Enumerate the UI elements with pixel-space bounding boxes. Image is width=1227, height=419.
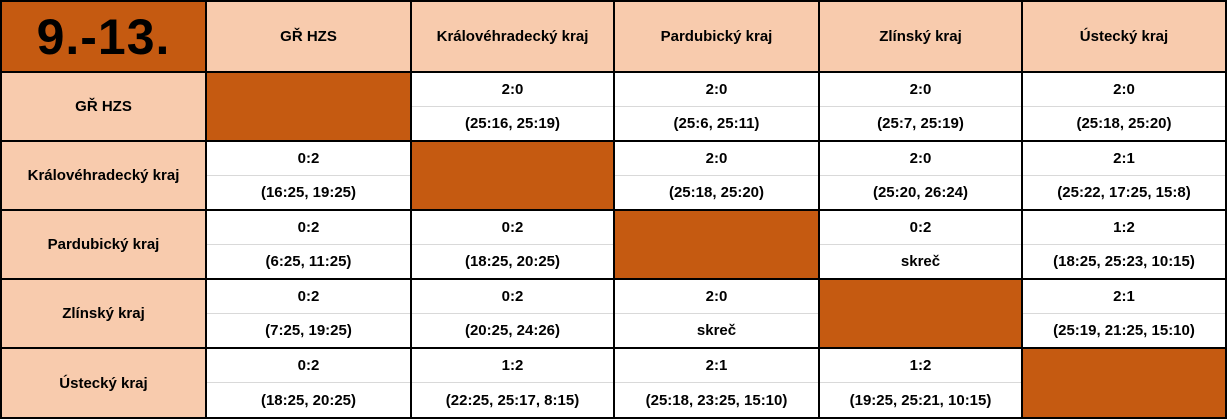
match-score: 2:1 — [615, 349, 818, 383]
set-scores: (18:25, 25:23, 10:15) — [1053, 252, 1195, 270]
result-cell — [615, 142, 820, 211]
result-cell — [1023, 142, 1227, 211]
set-scores: (25:7, 25:19) — [877, 114, 964, 132]
set-scores: (25:16, 25:19) — [464, 114, 561, 132]
set-scores: skreč — [696, 321, 737, 339]
set-scores: (25:20, 26:24) — [872, 183, 969, 201]
result-cell — [820, 142, 1023, 211]
set-scores: skreč — [900, 252, 941, 270]
match-score: 0:2 — [207, 280, 410, 314]
result-cell — [412, 211, 615, 280]
diagonal-cell — [820, 280, 1023, 349]
match-score: 0:2 — [412, 280, 613, 314]
match-score: 1:2 — [1023, 211, 1225, 245]
set-scores: (18:25, 20:25) — [464, 252, 561, 270]
set-scores: (22:25, 25:17, 8:15) — [445, 391, 580, 409]
match-score: 2:0 — [1023, 73, 1225, 107]
set-scores: (16:25, 19:25) — [260, 183, 357, 201]
match-score: 2:1 — [1023, 280, 1225, 314]
match-score: 0:2 — [207, 211, 410, 245]
result-cell — [820, 349, 1023, 419]
row-header: Pardubický kraj — [2, 211, 207, 280]
match-score: 1:2 — [412, 349, 613, 383]
match-score: 1:2 — [820, 349, 1021, 383]
diagonal-cell — [412, 142, 615, 211]
diagonal-cell — [207, 73, 412, 142]
match-score: 2:0 — [615, 280, 818, 314]
column-header: Ústecký kraj — [1023, 2, 1227, 73]
match-score: 2:0 — [412, 73, 613, 107]
corner-label: 9.-13. — [2, 2, 207, 73]
match-score: 2:0 — [820, 142, 1021, 176]
row-header: Královéhradecký kraj — [2, 142, 207, 211]
match-score: 0:2 — [207, 142, 410, 176]
row-header: GŘ HZS — [2, 73, 207, 142]
set-scores: (7:25, 19:25) — [265, 321, 352, 339]
result-cell — [412, 349, 615, 419]
set-scores: (25:22, 17:25, 15:8) — [1057, 183, 1191, 201]
set-scores: (20:25, 24:26) — [464, 321, 561, 339]
result-cell — [1023, 73, 1227, 142]
set-scores: (18:25, 20:25) — [260, 391, 357, 409]
set-scores: (25:18, 23:25, 15:10) — [645, 391, 788, 409]
match-score: 0:2 — [207, 349, 410, 383]
result-cell — [207, 211, 412, 280]
diagonal-cell — [615, 211, 820, 280]
match-score: 2:0 — [615, 73, 818, 107]
result-cell — [820, 211, 1023, 280]
match-score: 0:2 — [820, 211, 1021, 245]
set-scores: (25:6, 25:11) — [673, 114, 760, 132]
match-score: 0:2 — [412, 211, 613, 245]
set-scores: (25:18, 25:20) — [1076, 114, 1172, 132]
result-cell — [615, 73, 820, 142]
column-header: Zlínský kraj — [820, 2, 1023, 73]
result-cell — [820, 73, 1023, 142]
result-cell — [207, 349, 412, 419]
match-score: 2:0 — [615, 142, 818, 176]
row-header: Zlínský kraj — [2, 280, 207, 349]
result-cell — [412, 73, 615, 142]
column-header: Královéhradecký kraj — [412, 2, 615, 73]
result-cell — [615, 280, 820, 349]
result-cell — [1023, 280, 1227, 349]
row-header: Ústecký kraj — [2, 349, 207, 419]
result-cell — [615, 349, 820, 419]
column-header: GŘ HZS — [207, 2, 412, 73]
result-cell — [1023, 211, 1227, 280]
set-scores: (25:18, 25:20) — [668, 183, 765, 201]
result-cell — [207, 142, 412, 211]
set-scores: (19:25, 25:21, 10:15) — [849, 391, 992, 409]
result-cell — [207, 280, 412, 349]
match-score: 2:1 — [1023, 142, 1225, 176]
match-score: 2:0 — [820, 73, 1021, 107]
column-header: Pardubický kraj — [615, 2, 820, 73]
set-scores: (6:25, 11:25) — [265, 252, 352, 270]
result-cell — [412, 280, 615, 349]
diagonal-cell — [1023, 349, 1227, 419]
set-scores: (25:19, 21:25, 15:10) — [1053, 321, 1195, 339]
